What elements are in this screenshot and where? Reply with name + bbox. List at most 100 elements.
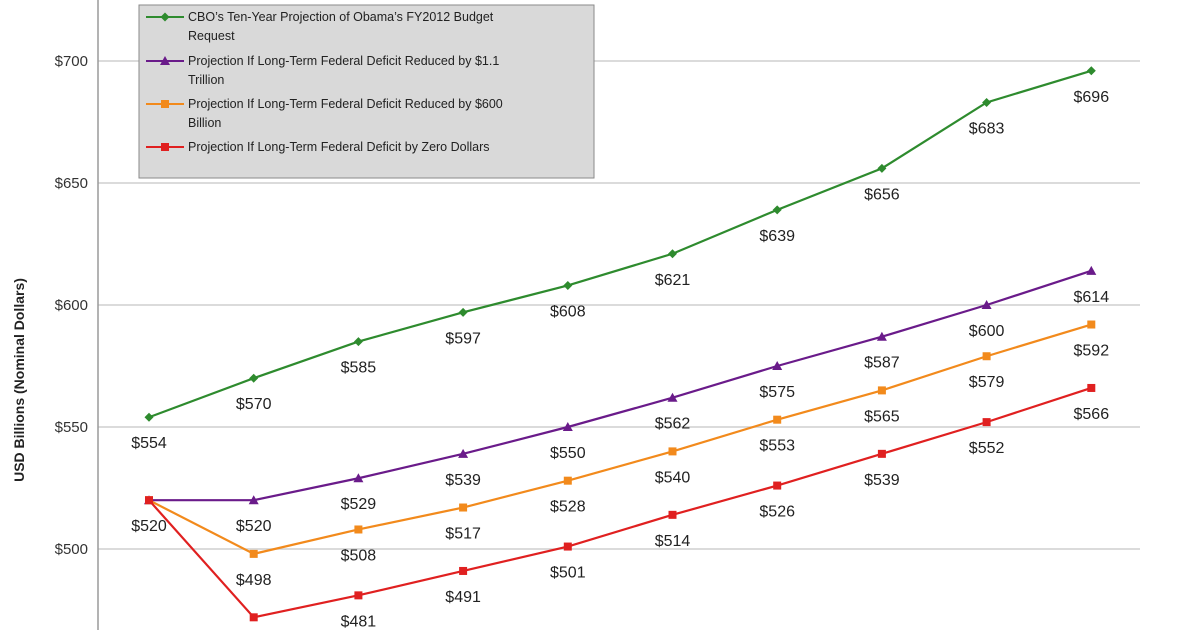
- data-point: [773, 415, 782, 424]
- data-label: $553: [759, 438, 795, 455]
- data-labels: $554 $570 $585 $597 $608 $621 $639 $656 $683 $696…: [131, 89, 1109, 630]
- legend-label: Projection If Long-Term Federal Deficit …: [188, 54, 499, 68]
- series-line: [149, 269, 1092, 502]
- data-point: [772, 361, 783, 370]
- data-label: $520: [131, 518, 167, 535]
- data-point: [353, 473, 364, 483]
- data-point: [459, 566, 468, 575]
- legend-label: Request: [188, 29, 235, 43]
- data-point: [145, 496, 153, 505]
- data-label: $554: [131, 435, 167, 452]
- data-point: [981, 300, 992, 309]
- data-point: [982, 97, 992, 107]
- data-point: [877, 449, 886, 458]
- series-line: [148, 323, 1092, 556]
- data-label: $481: [341, 613, 377, 630]
- data-point: [982, 352, 991, 361]
- data-point: [562, 422, 573, 431]
- y-tick-label: $650: [55, 175, 88, 192]
- data-label: $539: [445, 472, 481, 489]
- series-1: [144, 66, 1096, 422]
- data-label: $526: [759, 504, 795, 521]
- data-point: [982, 418, 991, 427]
- y-tick-labels: $500 $550 $600 $650 $700: [55, 53, 88, 558]
- data-label: $566: [1074, 406, 1110, 423]
- data-point: [459, 503, 468, 512]
- data-point: [773, 481, 782, 490]
- data-point: [668, 447, 677, 456]
- legend-label: CBO’s Ten-Year Projection of Obama’s FY2…: [188, 10, 494, 24]
- data-point: [144, 412, 154, 422]
- data-label: $539: [864, 472, 900, 489]
- data-point: [1086, 265, 1097, 275]
- y-tick-label: $700: [55, 53, 88, 70]
- data-label: $491: [445, 589, 481, 606]
- data-point: [1087, 383, 1096, 392]
- data-point: [248, 495, 259, 505]
- data-point: [772, 205, 782, 215]
- data-point: [353, 337, 363, 347]
- data-label: $562: [655, 416, 691, 433]
- data-label: $579: [969, 374, 1005, 391]
- legend-item: Projection If Long-Term Federal Deficit …: [146, 140, 490, 154]
- legend-label: Trillion: [188, 73, 224, 87]
- data-label: $621: [655, 272, 691, 289]
- data-label: $498: [236, 572, 272, 589]
- data-point: [458, 448, 469, 458]
- legend-label: Projection If Long-Term Federal Deficit …: [188, 97, 503, 111]
- data-point: [354, 591, 363, 600]
- data-label: $585: [341, 360, 377, 377]
- y-axis-label: USD Billions (Nominal Dollars): [11, 278, 27, 482]
- y-tick-label: $600: [55, 297, 88, 314]
- data-point: [563, 476, 572, 485]
- legend-box: [138, 4, 595, 179]
- legend-item: Projection If Long-Term Federal Deficit …: [146, 54, 499, 87]
- data-label: $508: [341, 547, 377, 564]
- data-point: [354, 525, 363, 534]
- data-point: [563, 280, 573, 290]
- data-point: [877, 163, 887, 173]
- data-label: $592: [1074, 343, 1110, 360]
- data-label: $656: [864, 186, 900, 203]
- data-label: $540: [655, 469, 691, 486]
- data-label: $696: [1074, 89, 1110, 106]
- data-point: [160, 56, 170, 65]
- data-label: $575: [759, 384, 795, 401]
- data-point: [458, 307, 468, 317]
- data-point: [563, 542, 572, 551]
- data-point: [249, 373, 259, 383]
- data-label: $570: [236, 396, 272, 413]
- data-point: [160, 12, 170, 22]
- data-label: $501: [550, 565, 586, 582]
- legend-label: Projection If Long-Term Federal Deficit …: [188, 140, 490, 154]
- data-label: $639: [759, 228, 795, 245]
- series-line: [148, 386, 1092, 619]
- data-point: [877, 386, 886, 395]
- data-label: $597: [445, 330, 481, 347]
- data-point: [249, 613, 258, 622]
- legend-item: Projection If Long-Term Federal Deficit …: [146, 97, 503, 130]
- series-2: [144, 265, 1097, 505]
- data-label: $550: [550, 445, 586, 462]
- data-point: [1086, 66, 1096, 76]
- legend-label: Billion: [188, 116, 221, 130]
- data-label: $565: [864, 408, 900, 425]
- data-point: [668, 510, 677, 519]
- data-point: [668, 249, 677, 259]
- legend-item: CBO’s Ten-Year Projection of Obama’s FY2…: [146, 10, 494, 43]
- data-point: [161, 143, 169, 151]
- data-point: [1087, 320, 1096, 329]
- data-point: [876, 331, 887, 341]
- data-label: $529: [341, 496, 377, 513]
- series-layer: [144, 66, 1097, 622]
- data-label: $528: [550, 499, 586, 516]
- data-label: $587: [864, 355, 900, 372]
- y-tick-label: $500: [55, 541, 88, 558]
- series-4: [145, 383, 1096, 622]
- data-label: $552: [969, 440, 1005, 457]
- data-label: $514: [655, 533, 691, 550]
- data-point: [667, 392, 678, 402]
- data-label: $517: [445, 526, 481, 543]
- data-label: $683: [969, 120, 1005, 137]
